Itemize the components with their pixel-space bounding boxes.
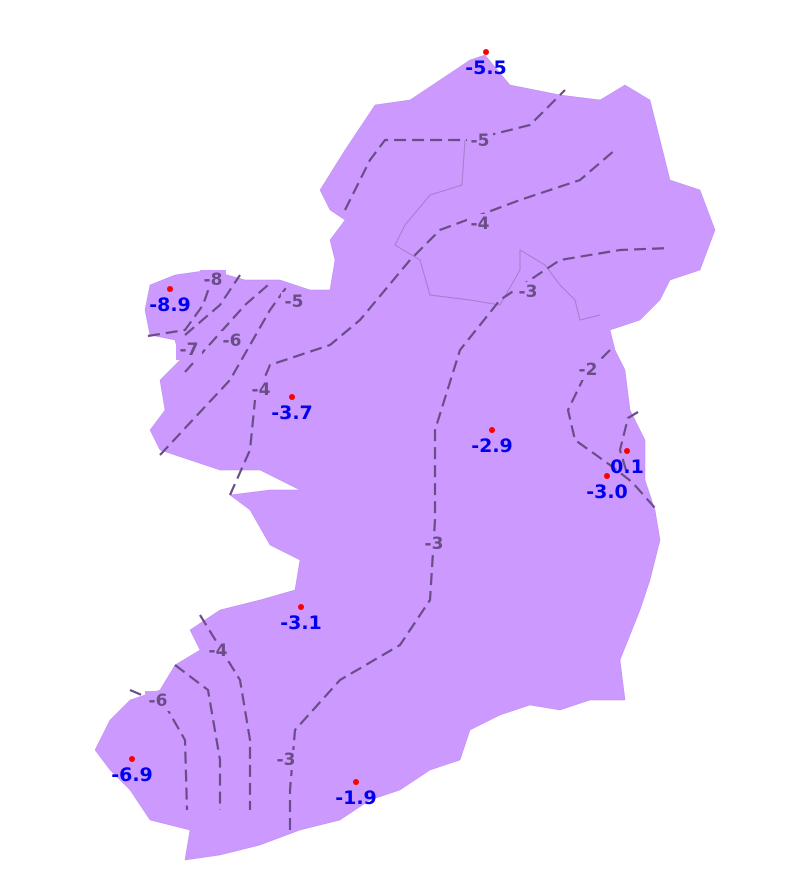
contour-label: -6 [149, 691, 168, 711]
contour-label-background [176, 340, 202, 360]
contour-label-background [273, 750, 299, 770]
contour-label-background [467, 131, 493, 151]
contour-label-background [281, 292, 307, 312]
station-marker [483, 49, 489, 55]
contour-line [228, 149, 616, 496]
contour-line [147, 284, 212, 338]
contour-label: -3 [425, 534, 444, 554]
contour-label-background [205, 641, 231, 661]
contour-label: -4 [471, 214, 490, 234]
contour-label: -7 [180, 340, 199, 360]
contour-label: -5 [471, 131, 490, 151]
contour-label-background [248, 380, 274, 400]
contour-label: -5 [285, 292, 304, 312]
station-marker [624, 448, 630, 454]
station-marker [167, 286, 173, 292]
station-value-label: -2.9 [471, 435, 513, 457]
contour-line [618, 411, 639, 471]
station-value-label: -3.1 [280, 612, 322, 634]
contour-line [184, 274, 241, 336]
contour-label-background [219, 331, 245, 351]
station-marker [298, 604, 304, 610]
station-value-label: 0.1 [610, 456, 644, 478]
contour-label: -3 [519, 282, 538, 302]
regional-border [394, 139, 601, 321]
contour-line [344, 89, 566, 211]
contour-line [174, 664, 222, 810]
contour-label: -4 [209, 641, 228, 661]
contour-label-background [575, 360, 601, 380]
station-marker [489, 427, 495, 433]
station-marker [129, 756, 135, 762]
contour-label: -8 [204, 270, 223, 290]
station-marker [353, 779, 359, 785]
station-marker [289, 394, 295, 400]
contour-label-background [421, 534, 447, 554]
contour-label-background [145, 691, 171, 711]
station-value-label: -6.9 [111, 764, 153, 786]
station-value-label: -3.7 [271, 402, 313, 424]
contour-label: -4 [252, 380, 271, 400]
contour-label-background [515, 282, 541, 302]
contour-label-background [467, 214, 493, 234]
station-value-label: -3.0 [586, 481, 628, 503]
contour-label: -6 [223, 331, 242, 351]
contour-label-background [200, 270, 226, 290]
station-value-label: -5.5 [465, 57, 507, 79]
station-marker [604, 473, 610, 479]
contour-label: -3 [277, 750, 296, 770]
station-value-label: -8.9 [149, 294, 191, 316]
station-value-label: -1.9 [335, 787, 377, 809]
contour-line [288, 246, 671, 830]
contour-line [184, 284, 269, 373]
contour-line [159, 284, 289, 456]
contour-label: -2 [579, 360, 598, 380]
